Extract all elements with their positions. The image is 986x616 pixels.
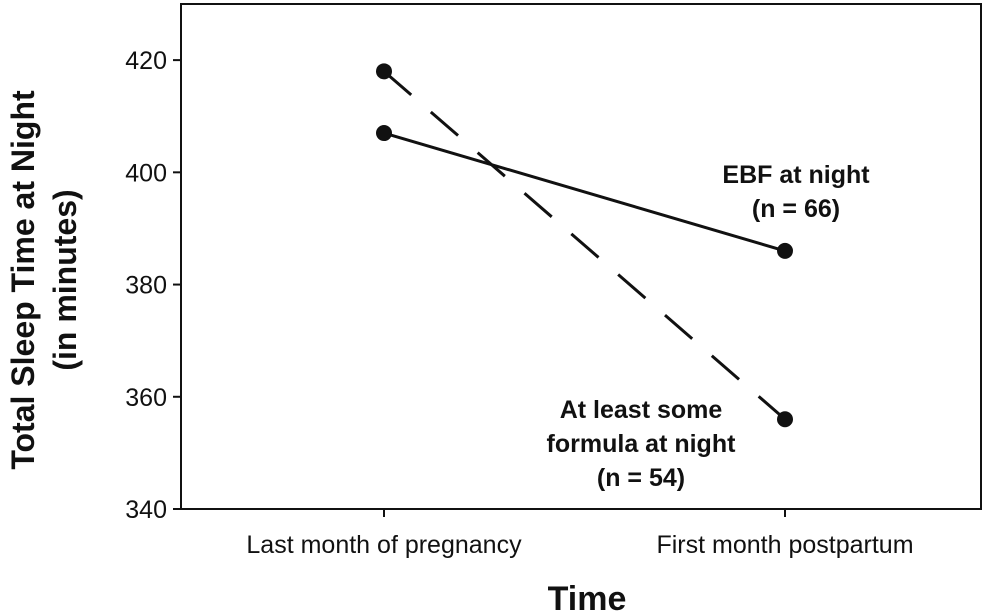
y-axis-title-line-2: (in minutes) — [47, 189, 83, 370]
series-label-2: formula at night — [547, 430, 737, 458]
y-tick-label: 340 — [125, 496, 167, 524]
y-axis-title-line-1: Total Sleep Time at Night — [5, 90, 41, 470]
series-label-1: EBF at night — [722, 161, 870, 189]
annotations: EBF at night (n = 66) At least some formula… — [547, 161, 871, 492]
x-tick-label: Last month of pregnancy — [246, 531, 522, 559]
x-tick-label: First month postpartum — [656, 531, 913, 559]
y-tick-label: 420 — [125, 47, 167, 75]
data-point — [777, 411, 793, 428]
series-label-1: (n = 66) — [752, 195, 840, 223]
series-line-2 — [383, 70, 786, 421]
data-point — [376, 63, 392, 80]
data-point — [376, 125, 392, 142]
y-axis: 340 360 380 400 420 — [125, 47, 181, 524]
y-tick-label: 360 — [125, 384, 167, 412]
x-axis: Last month of pregnancy First month postp… — [246, 509, 914, 559]
series-layer — [376, 63, 793, 428]
y-tick-label: 400 — [125, 159, 167, 187]
y-tick-label: 380 — [125, 272, 167, 300]
plot-area — [180, 3, 982, 510]
series-label-2: (n = 54) — [597, 464, 685, 492]
plot-frame — [180, 3, 982, 510]
data-point — [777, 242, 793, 259]
series-label-2: At least some — [560, 396, 723, 424]
series-line-1 — [383, 131, 786, 253]
x-axis-title: Time — [548, 580, 627, 616]
